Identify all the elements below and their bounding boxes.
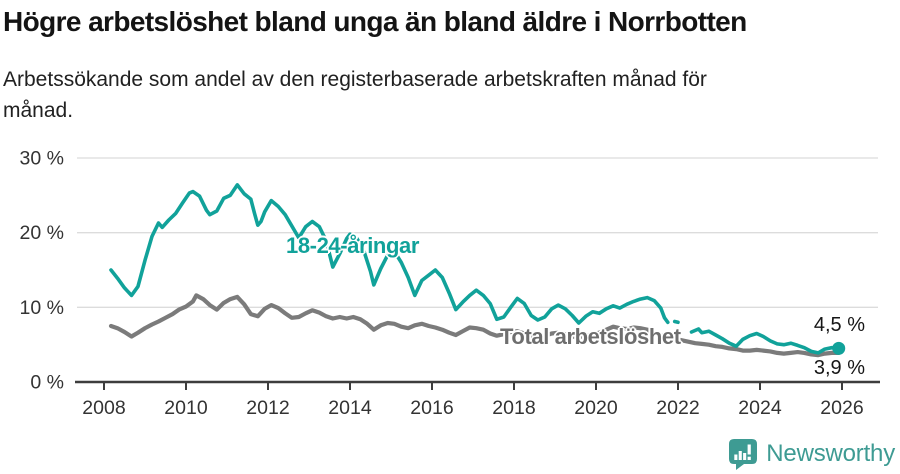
newsworthy-logo-text: Newsworthy — [766, 440, 895, 467]
newsworthy-badge-icon — [729, 438, 758, 470]
y-tick-label: 30 % — [20, 147, 64, 169]
series-label-young: 18-24-åringar — [286, 233, 419, 258]
x-tick-label: 2010 — [164, 397, 208, 419]
x-tick-label: 2022 — [656, 397, 699, 419]
end-dot — [832, 341, 846, 355]
x-tick-label: 2020 — [574, 397, 618, 419]
page-title: Högre arbetslöshet bland unga än bland ä… — [3, 6, 747, 37]
y-tick-label: 20 % — [20, 222, 64, 244]
chart-subtitle: Arbetssökande som andel av den registerb… — [3, 64, 707, 126]
x-tick-label: 2008 — [82, 397, 125, 419]
end-value-label-young: 4,5 % — [813, 314, 865, 336]
x-tick-label: 2014 — [328, 397, 372, 419]
y-tick-label: 10 % — [20, 297, 64, 319]
line-total — [108, 293, 841, 358]
subtitle-line-1: Arbetssökande som andel av den registerb… — [3, 68, 707, 91]
newsworthy-logo[interactable]: Newsworthy — [728, 437, 895, 471]
x-tick-label: 2012 — [246, 397, 289, 419]
y-tick-label: 0 % — [30, 372, 64, 394]
x-tick-label: 2026 — [820, 397, 863, 419]
x-tick-label: 2016 — [410, 397, 453, 419]
x-tick-label: 2018 — [492, 397, 535, 419]
series-label-total: Total arbetslöshet — [500, 324, 681, 349]
line-young — [109, 183, 841, 355]
end-value-label-total: 3,9 % — [813, 357, 865, 379]
subtitle-line-2: månad. — [3, 99, 74, 122]
x-tick-label: 2024 — [738, 397, 782, 419]
